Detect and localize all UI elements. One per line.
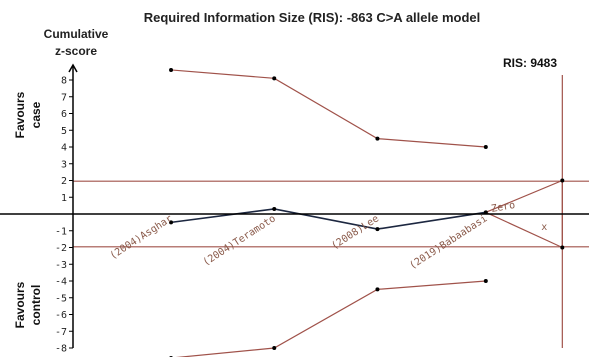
y-tick-label-1: 1 [61,193,67,204]
favours-case-label-line1: Favours [13,91,27,138]
y-tick-label--3: -3 [55,260,67,271]
y-tick-label-7: 7 [61,92,67,103]
favours-case-label-line2: case [29,101,43,128]
series-lower-boundary [175,280,486,357]
plot-labels-layer: (2004)Asghar (2004)Teramoto (2008)Lee (2019… [108,200,547,272]
series-upper-boundary [170,69,486,148]
point-cumulative-z-1 [272,206,277,211]
y-tick-label--6: -6 [55,310,67,321]
point-cumulative-z-3 [483,210,488,215]
point-lower-boundary-1 [272,346,277,350]
y-axis-title-line1: Cumulative [44,27,109,41]
y-tick-label-4: 4 [61,143,67,154]
y-tick-label--2: -2 [55,243,67,254]
ris-label: RIS: 9483 [503,56,557,70]
point-upper-boundary-1 [272,76,277,81]
point-cumulative-z-0 [169,220,174,225]
favours-control-label-line2: control [29,285,43,326]
plot-lines-layer [73,69,589,357]
series-cumulative-z [170,208,486,230]
point-lower-boundary-3 [483,279,488,283]
point-cumulative-z-2 [375,227,380,232]
study-label-1: (2004)Teramoto [201,213,278,268]
y-tick-label-5: 5 [61,126,67,137]
y-tick-label--5: -5 [55,293,67,304]
y-tick-label--4: -4 [55,277,67,288]
y-tick-label-6: 6 [61,109,67,120]
favours-control-label-line1: Favours [13,281,27,328]
ris-point-lower [560,245,565,250]
point-upper-boundary-0 [169,67,174,72]
zero-label: Zero [490,200,516,215]
point-upper-boundary-2 [375,136,380,141]
y-tick-label-3: 3 [61,159,67,170]
y-tick-label--7: -7 [55,327,67,338]
y-tick-label--8: -8 [55,344,67,355]
plot-points-layer [169,67,565,357]
y-axis-title-line2: z-score [55,44,97,58]
study-label-2: (2008)Lee [330,213,381,252]
study-label-0: (2004)Asghar [108,213,175,262]
chart-title: Required Information Size (RIS): -863 C>… [144,10,481,25]
point-upper-boundary-3 [483,145,488,149]
point-lower-boundary-2 [375,287,380,292]
y-tick-label-8: 8 [61,76,67,87]
axes-layer: 8 7 6 5 4 3 2 1 -1 -2 -3 -4 -5 -6 -7 -8 [0,63,589,355]
ris-x-mark: x [541,222,547,233]
y-tick-label--1: -1 [55,226,67,237]
y-axis-arrow [68,63,78,73]
y-tick-label-2: 2 [61,176,67,187]
ris-point-upper [560,178,565,183]
